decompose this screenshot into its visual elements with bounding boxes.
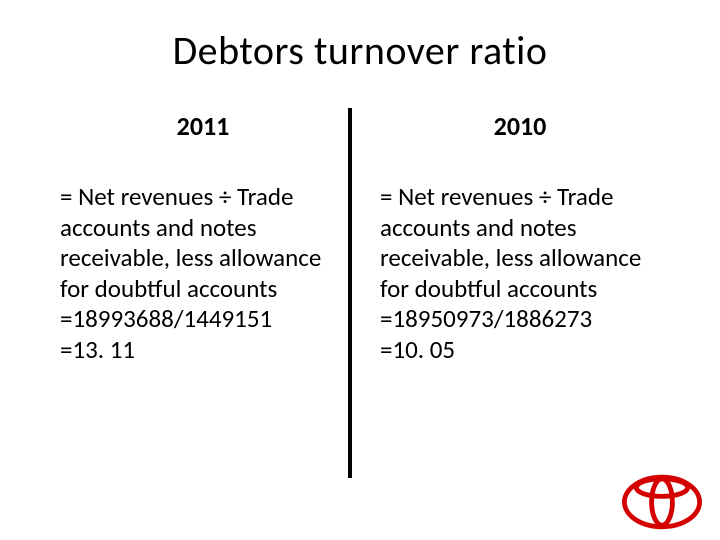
toyota-logo-icon bbox=[622, 474, 702, 530]
page-title: Debtors turnover ratio bbox=[0, 26, 720, 75]
result-right: =10. 05 bbox=[380, 335, 660, 366]
content-area: 2011 = Net revenues ÷ Trade accounts and… bbox=[60, 110, 660, 365]
year-heading-left: 2011 bbox=[60, 110, 346, 142]
slide: Debtors turnover ratio 2011 = Net revenu… bbox=[0, 0, 720, 540]
column-2011: 2011 = Net revenues ÷ Trade accounts and… bbox=[60, 110, 360, 365]
calculation-right: =18950973/1886273 bbox=[380, 304, 660, 335]
formula-description-left: = Net revenues ÷ Trade accounts and note… bbox=[60, 182, 346, 304]
formula-description-right: = Net revenues ÷ Trade accounts and note… bbox=[380, 182, 660, 304]
body-left: = Net revenues ÷ Trade accounts and note… bbox=[60, 182, 346, 365]
result-left: =13. 11 bbox=[60, 335, 346, 366]
column-2010: 2010 = Net revenues ÷ Trade accounts and… bbox=[360, 110, 660, 365]
body-right: = Net revenues ÷ Trade accounts and note… bbox=[380, 182, 660, 365]
year-heading-right: 2010 bbox=[380, 110, 660, 142]
calculation-left: =18993688/1449151 bbox=[60, 304, 346, 335]
